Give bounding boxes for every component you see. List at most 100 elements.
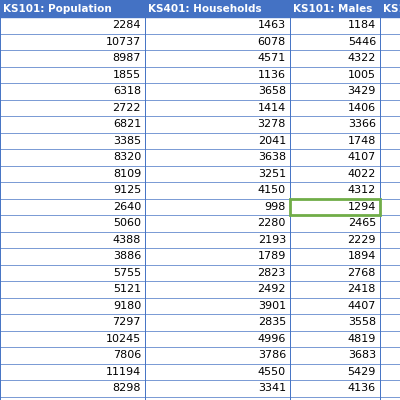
Text: 4407: 4407 — [348, 301, 376, 311]
Text: 4150: 4150 — [258, 185, 286, 195]
Bar — [0, 298, 400, 314]
Text: 4022: 4022 — [348, 169, 376, 179]
Bar — [0, 232, 400, 248]
Text: 4571: 4571 — [258, 53, 286, 63]
Text: 5060: 5060 — [113, 218, 141, 228]
Text: KS401: Households: KS401: Households — [148, 4, 262, 14]
Bar — [0, 116, 400, 132]
Text: 3786: 3786 — [258, 350, 286, 360]
Text: 2768: 2768 — [348, 268, 376, 278]
Text: 9180: 9180 — [113, 301, 141, 311]
Text: 1894: 1894 — [348, 251, 376, 261]
Text: 3429: 3429 — [348, 86, 376, 96]
Text: 2722: 2722 — [112, 103, 141, 113]
Text: 2835: 2835 — [258, 317, 286, 327]
Bar — [0, 380, 400, 396]
Text: 3366: 3366 — [348, 119, 376, 129]
Text: 2193: 2193 — [258, 235, 286, 245]
Text: 2823: 2823 — [258, 268, 286, 278]
Text: 5446: 5446 — [348, 37, 376, 47]
Bar — [0, 66, 400, 83]
Text: 1789: 1789 — [258, 251, 286, 261]
Text: 6078: 6078 — [258, 37, 286, 47]
Text: KS101: Population: KS101: Population — [3, 4, 112, 14]
Text: KS1: KS1 — [383, 4, 400, 14]
Text: 2041: 2041 — [258, 136, 286, 146]
Text: 3251: 3251 — [258, 169, 286, 179]
Text: 1294: 1294 — [348, 202, 376, 212]
Text: 3558: 3558 — [348, 317, 376, 327]
Text: 2492: 2492 — [258, 284, 286, 294]
Text: 4136: 4136 — [348, 383, 376, 393]
Text: 1855: 1855 — [113, 70, 141, 80]
Bar — [0, 34, 400, 50]
Text: 1748: 1748 — [348, 136, 376, 146]
Bar — [0, 347, 400, 364]
Text: 5429: 5429 — [348, 367, 376, 377]
Bar — [0, 248, 400, 264]
Text: 4996: 4996 — [258, 334, 286, 344]
Text: 1406: 1406 — [348, 103, 376, 113]
Bar — [0, 83, 400, 100]
Bar — [0, 17, 400, 34]
Bar — [0, 198, 400, 215]
Bar — [0, 264, 400, 281]
Text: 8320: 8320 — [113, 152, 141, 162]
Bar — [0, 364, 400, 380]
Bar — [0, 50, 400, 66]
Text: 7806: 7806 — [113, 350, 141, 360]
Text: 6318: 6318 — [113, 86, 141, 96]
Bar — [380, 0, 400, 17]
Text: 4107: 4107 — [348, 152, 376, 162]
Text: 8298: 8298 — [112, 383, 141, 393]
Text: 2280: 2280 — [258, 218, 286, 228]
Text: 2229: 2229 — [348, 235, 376, 245]
Text: 7297: 7297 — [112, 317, 141, 327]
Bar — [0, 330, 400, 347]
Bar — [0, 100, 400, 116]
Text: 10245: 10245 — [106, 334, 141, 344]
Text: 4322: 4322 — [348, 53, 376, 63]
Text: KS101: Males: KS101: Males — [293, 4, 372, 14]
Text: 6821: 6821 — [113, 119, 141, 129]
Bar — [0, 132, 400, 149]
Text: 2640: 2640 — [113, 202, 141, 212]
Text: 3886: 3886 — [113, 251, 141, 261]
Bar — [0, 0, 145, 17]
Text: 3278: 3278 — [258, 119, 286, 129]
Text: 3638: 3638 — [258, 152, 286, 162]
Text: 3658: 3658 — [258, 86, 286, 96]
Bar — [290, 0, 380, 17]
Bar — [0, 149, 400, 166]
Text: 11194: 11194 — [106, 367, 141, 377]
Text: 4312: 4312 — [348, 185, 376, 195]
Text: 2284: 2284 — [112, 20, 141, 30]
Text: 5121: 5121 — [113, 284, 141, 294]
Text: 1463: 1463 — [258, 20, 286, 30]
Text: 3683: 3683 — [348, 350, 376, 360]
Text: 8109: 8109 — [113, 169, 141, 179]
Text: 4819: 4819 — [348, 334, 376, 344]
Text: 998: 998 — [265, 202, 286, 212]
Text: 10737: 10737 — [106, 37, 141, 47]
Bar — [0, 281, 400, 298]
Text: 2465: 2465 — [348, 218, 376, 228]
Text: 1136: 1136 — [258, 70, 286, 80]
Text: 9125: 9125 — [113, 185, 141, 195]
Text: 4550: 4550 — [258, 367, 286, 377]
Bar — [290, 198, 380, 215]
Text: 2418: 2418 — [348, 284, 376, 294]
Text: 1414: 1414 — [258, 103, 286, 113]
Text: 1005: 1005 — [348, 70, 376, 80]
Bar — [0, 182, 400, 198]
Text: 5755: 5755 — [113, 268, 141, 278]
Text: 4388: 4388 — [113, 235, 141, 245]
Bar — [145, 0, 290, 17]
Text: 3901: 3901 — [258, 301, 286, 311]
Bar — [0, 314, 400, 330]
Bar — [0, 215, 400, 232]
Text: 1184: 1184 — [348, 20, 376, 30]
Bar — [0, 166, 400, 182]
Text: 3341: 3341 — [258, 383, 286, 393]
Text: 8987: 8987 — [112, 53, 141, 63]
